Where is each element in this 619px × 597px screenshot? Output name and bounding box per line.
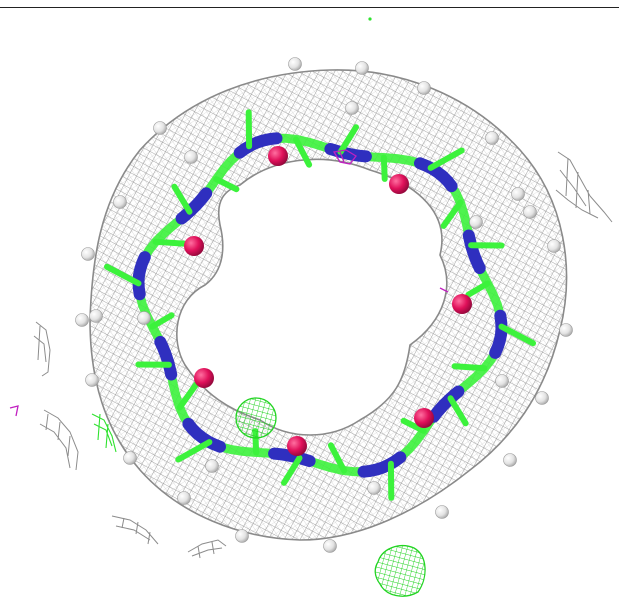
side-chain-bond [281,455,303,486]
oxygen-atom-icon [452,294,472,314]
side-chain-bond [171,183,193,215]
mesh-fragment-left-mid [39,409,79,471]
hydrogen-atom-icon [535,391,549,405]
hydrogen-atom-icon [367,481,381,495]
side-chain-bond [380,154,388,182]
nitrogen-segment [324,143,372,163]
side-chain-bond [152,238,189,247]
mesh-fragment-right [555,151,613,223]
hydrogen-atom-icon [495,374,509,388]
oxygen-atom-icon [194,368,214,388]
side-chain-bond [176,381,200,411]
hydrogen-atom-icon [81,247,95,261]
hydrogen-atom-icon [177,491,191,505]
hydrogen-atom-icon [113,195,127,209]
hydrogen-atom-icon [89,309,103,323]
backbone-bonds [104,109,536,501]
magenta-fragments [9,149,449,417]
hydrogen-atom-icon [288,57,302,71]
nitrogen-segment [268,447,316,467]
oxygen-atom-icon [389,174,409,194]
side-chain-bond [498,323,536,347]
side-chain-bond [292,136,313,168]
backbone-carbon-chain [134,133,506,477]
nitrogen-segment [489,309,508,359]
oxygen-atom-icon [414,408,434,428]
magenta-fragment-top [332,149,357,165]
nitrogen-segment [233,132,283,159]
hydrogen-atom-icon [485,131,499,145]
hydrogen-atom-icon [417,81,431,95]
side-chain-bond [440,199,464,229]
oxygen-atom-icon [268,146,288,166]
green-mesh-fragments [91,413,117,453]
side-chain-bond [149,312,175,330]
nitrogen-segment [357,451,407,478]
side-chain-bond [400,417,427,434]
side-chain-bond [447,395,469,427]
hydrogen-atom-icon [137,311,151,325]
hydrogen-atom-icon [205,459,219,473]
hydrogen-atom-icon [435,505,449,519]
side-chain-bond [104,263,142,287]
hydrogen-atom-icon [511,187,525,201]
hydrogen-atom-icon [469,215,483,229]
green-density-blob-bottom [374,545,426,597]
mesh-fragment-left-top [33,321,51,377]
magenta-fragment-left [9,405,19,417]
hydrogen-atom-icon [235,529,249,543]
hydrogen-atom-icon [323,539,337,553]
nitrogen-segment [132,251,151,301]
green-speck [368,17,372,21]
green-density-blob-center [235,397,277,439]
nitrogen-segment [182,417,226,453]
nitrogen-segment [462,229,486,275]
nitrogen-segment [427,385,465,423]
oxygen-atom-icon [287,436,307,456]
hydrogen-atom-icon [85,373,99,387]
nitrogen-segment [154,335,178,381]
hydrogen-atom-icon [153,121,167,135]
side-chain-bond [451,363,488,372]
side-chain-bond [175,439,213,463]
hydrogen-atom-icon [355,61,369,75]
green-fragment-left [91,413,117,453]
hydrogen-atom-icon [559,323,573,337]
side-chain-bond [427,147,465,171]
nitrogen-segment [414,157,458,193]
hydrogen-atom-icon [184,150,198,164]
magenta-fragment-right [439,287,449,293]
oxygen-atom-icon [184,236,204,256]
mesh-fragment-bottom-left [111,515,159,545]
atoms-layer [75,57,573,553]
mesh-fragment-bottom [187,539,227,559]
side-chain-bond [213,176,240,193]
hydrogen-atom-icon [75,313,89,327]
hydrogen-atom-icon [503,453,517,467]
side-chain-bond [465,280,491,298]
side-chain-bond [327,442,348,474]
hydrogen-atom-icon [345,101,359,115]
side-chain-bond [337,124,359,155]
stray-mesh-fragments [33,151,613,559]
hydrogen-atom-icon [547,239,561,253]
hydrogen-atom-icon [523,205,537,219]
hydrogen-atom-icon [123,451,137,465]
nitrogen-segment [175,187,213,225]
